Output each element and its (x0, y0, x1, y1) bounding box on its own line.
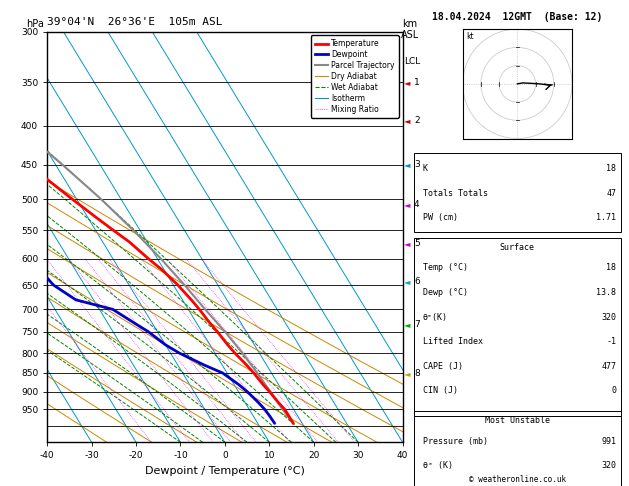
Text: Lifted Index: Lifted Index (423, 337, 482, 347)
Text: ◄: ◄ (404, 369, 410, 378)
Text: ASL: ASL (401, 30, 420, 40)
Text: 18: 18 (606, 263, 616, 273)
Text: -1: -1 (606, 337, 616, 347)
Legend: Temperature, Dewpoint, Parcel Trajectory, Dry Adiabat, Wet Adiabat, Isotherm, Mi: Temperature, Dewpoint, Parcel Trajectory… (311, 35, 399, 118)
X-axis label: Dewpoint / Temperature (°C): Dewpoint / Temperature (°C) (145, 466, 305, 476)
Text: 7: 7 (414, 320, 420, 329)
Text: CIN (J): CIN (J) (423, 386, 457, 396)
Text: 18.04.2024  12GMT  (Base: 12): 18.04.2024 12GMT (Base: 12) (432, 12, 603, 22)
Text: ◄: ◄ (404, 116, 410, 125)
Text: kt: kt (466, 33, 474, 41)
Text: 0: 0 (611, 386, 616, 396)
Text: Totals Totals: Totals Totals (423, 189, 487, 198)
Text: © weatheronline.co.uk: © weatheronline.co.uk (469, 474, 566, 484)
Text: θᵉ (K): θᵉ (K) (423, 461, 452, 470)
Text: 320: 320 (601, 312, 616, 322)
Text: K: K (423, 164, 428, 173)
Text: CAPE (J): CAPE (J) (423, 362, 462, 371)
Text: km: km (403, 19, 418, 29)
Text: Pressure (mb): Pressure (mb) (423, 436, 487, 446)
Text: 2: 2 (414, 116, 420, 125)
Text: ◄: ◄ (404, 320, 410, 329)
Text: 18: 18 (606, 164, 616, 173)
Text: 1: 1 (414, 78, 420, 87)
Bar (414, 239, 621, 416)
Text: 1.71: 1.71 (596, 213, 616, 223)
Text: ◄: ◄ (404, 78, 410, 87)
Text: ◄: ◄ (404, 239, 410, 248)
Text: 5: 5 (414, 239, 420, 248)
Text: 477: 477 (601, 362, 616, 371)
Bar (414, 412, 621, 486)
Text: hPa: hPa (26, 19, 44, 29)
Text: 8: 8 (414, 369, 420, 378)
Text: Most Unstable: Most Unstable (485, 416, 550, 425)
Text: ◄: ◄ (404, 160, 410, 169)
Text: ◄: ◄ (404, 277, 410, 286)
Text: Surface: Surface (500, 243, 535, 252)
Text: ◄: ◄ (404, 200, 410, 209)
Text: 3: 3 (414, 160, 420, 169)
Text: 47: 47 (606, 189, 616, 198)
Text: Dewp (°C): Dewp (°C) (423, 288, 467, 297)
Text: 13.8: 13.8 (596, 288, 616, 297)
Text: θᵉ(K): θᵉ(K) (423, 312, 447, 322)
Text: 39°04'N  26°36'E  105m ASL: 39°04'N 26°36'E 105m ASL (47, 17, 223, 27)
Text: 991: 991 (601, 436, 616, 446)
Text: 4: 4 (414, 200, 420, 209)
Text: PW (cm): PW (cm) (423, 213, 457, 223)
Bar (414, 153, 621, 232)
Text: Temp (°C): Temp (°C) (423, 263, 467, 273)
Text: 320: 320 (601, 461, 616, 470)
Text: LCL: LCL (404, 57, 420, 66)
Text: 6: 6 (414, 277, 420, 286)
